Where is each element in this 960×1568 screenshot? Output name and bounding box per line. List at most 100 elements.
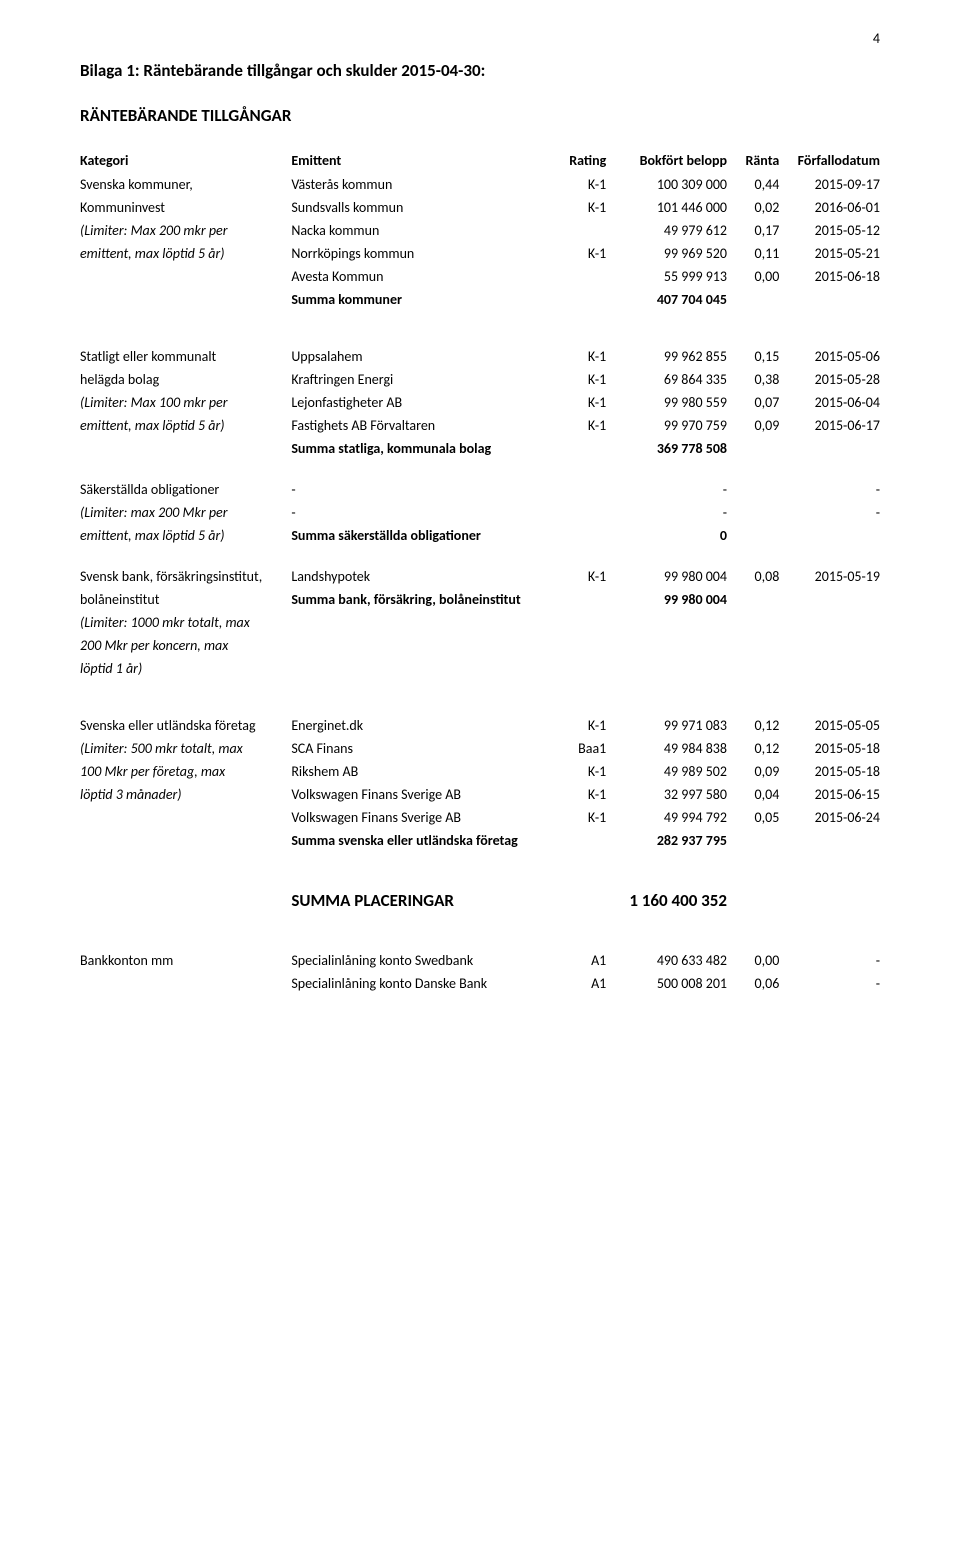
section-heading: RÄNTEBÄRANDE TILLGÅNGAR bbox=[80, 105, 880, 126]
datum-cell: - bbox=[779, 478, 880, 501]
emittent-cell: Volkswagen Finans Sverige AB bbox=[291, 806, 551, 829]
belopp-cell: 99 971 083 bbox=[606, 714, 727, 737]
ranta-cell: 0,06 bbox=[727, 972, 779, 995]
emittent-cell: Kraftringen Energi bbox=[291, 368, 551, 391]
cell bbox=[779, 524, 880, 547]
col-kategori: Kategori bbox=[80, 148, 291, 173]
emittent-cell: Energinet.dk bbox=[291, 714, 551, 737]
belopp-cell: 49 994 792 bbox=[606, 806, 727, 829]
belopp-cell: 49 979 612 bbox=[606, 219, 727, 242]
ranta-cell: 0,00 bbox=[727, 265, 779, 288]
table-row: Specialinlåning konto Danske BankA1500 0… bbox=[80, 972, 880, 995]
ranta-cell: 0,00 bbox=[727, 949, 779, 972]
datum-cell: 2015-09-17 bbox=[779, 173, 880, 196]
cell bbox=[551, 288, 606, 311]
table-row: 200 Mkr per koncern, max bbox=[80, 634, 880, 657]
empty-cell bbox=[727, 634, 779, 657]
kategori-cell bbox=[80, 829, 291, 852]
kategori-cell bbox=[80, 437, 291, 460]
datum-cell: 2015-05-28 bbox=[779, 368, 880, 391]
belopp-cell: 99 969 520 bbox=[606, 242, 727, 265]
empty-cell bbox=[779, 657, 880, 680]
col-belopp: Bokfört belopp bbox=[606, 148, 727, 173]
table-row: (Limiter: max 200 Mkr per--- bbox=[80, 501, 880, 524]
empty-cell bbox=[779, 611, 880, 634]
cell bbox=[727, 288, 779, 311]
emittent-cell: Uppsalahem bbox=[291, 345, 551, 368]
emittent-cell: Norrköpings kommun bbox=[291, 242, 551, 265]
emittent-cell: Sundsvalls kommun bbox=[291, 196, 551, 219]
kategori-cell: (Limiter: max 200 Mkr per bbox=[80, 501, 291, 524]
belopp-cell: 55 999 913 bbox=[606, 265, 727, 288]
emittent-cell: Specialinlåning konto Swedbank bbox=[291, 949, 551, 972]
kategori-cell: (Limiter: 1000 mkr totalt, max bbox=[80, 611, 291, 634]
table-row: Summa svenska eller utländska företag282… bbox=[80, 829, 880, 852]
datum-cell: 2015-06-24 bbox=[779, 806, 880, 829]
kategori-cell: Svensk bank, försäkringsinstitut, bbox=[80, 565, 291, 588]
belopp-cell: 99 962 855 bbox=[606, 345, 727, 368]
ranta-cell bbox=[727, 501, 779, 524]
rating-cell: K-1 bbox=[551, 414, 606, 437]
cell bbox=[551, 588, 606, 611]
empty-cell bbox=[551, 634, 606, 657]
col-datum: Förfallodatum bbox=[779, 148, 880, 173]
ranta-cell: 0,09 bbox=[727, 414, 779, 437]
emittent-cell: - bbox=[291, 501, 551, 524]
asset-table: Kategori Emittent Rating Bokfört belopp … bbox=[80, 148, 880, 995]
ranta-cell: 0,04 bbox=[727, 783, 779, 806]
col-rating: Rating bbox=[551, 148, 606, 173]
table-row: Svenska kommuner,Västerås kommunK-1100 3… bbox=[80, 173, 880, 196]
table-row: emittent, max löptid 5 år)Norrköpings ko… bbox=[80, 242, 880, 265]
cell bbox=[727, 437, 779, 460]
kategori-cell: helägda bolag bbox=[80, 368, 291, 391]
table-row: löptid 3 månader)Volkswagen Finans Sveri… bbox=[80, 783, 880, 806]
kategori-cell: emittent, max löptid 5 år) bbox=[80, 414, 291, 437]
ranta-cell: 0,15 bbox=[727, 345, 779, 368]
belopp-cell: 99 970 759 bbox=[606, 414, 727, 437]
kategori-cell: Säkerställda obligationer bbox=[80, 478, 291, 501]
page-title: Bilaga 1: Räntebärande tillgångar och sk… bbox=[80, 60, 880, 81]
kategori-cell: 100 Mkr per företag, max bbox=[80, 760, 291, 783]
ranta-cell: 0,11 bbox=[727, 242, 779, 265]
kategori-cell bbox=[80, 288, 291, 311]
empty-cell bbox=[551, 611, 606, 634]
belopp-cell: 32 997 580 bbox=[606, 783, 727, 806]
datum-cell: 2015-05-12 bbox=[779, 219, 880, 242]
kategori-cell: bolåneinstitut bbox=[80, 588, 291, 611]
empty-cell bbox=[606, 611, 727, 634]
cell bbox=[779, 437, 880, 460]
table-row: Volkswagen Finans Sverige ABK-149 994 79… bbox=[80, 806, 880, 829]
belopp-cell: 49 989 502 bbox=[606, 760, 727, 783]
datum-cell: 2015-06-18 bbox=[779, 265, 880, 288]
kategori-cell: Svenska eller utländska företag bbox=[80, 714, 291, 737]
rating-cell: K-1 bbox=[551, 760, 606, 783]
kategori-cell: (Limiter: Max 200 mkr per bbox=[80, 219, 291, 242]
summa-value: 0 bbox=[606, 524, 727, 547]
table-row: (Limiter: 500 mkr totalt, maxSCA FinansB… bbox=[80, 737, 880, 760]
table-row: emittent, max löptid 5 år)Summa säkerstä… bbox=[80, 524, 880, 547]
rating-cell: K-1 bbox=[551, 345, 606, 368]
rating-cell: K-1 bbox=[551, 565, 606, 588]
datum-cell: 2015-05-06 bbox=[779, 345, 880, 368]
rating-cell: A1 bbox=[551, 949, 606, 972]
kategori-cell bbox=[80, 806, 291, 829]
datum-cell: - bbox=[779, 949, 880, 972]
cell bbox=[779, 829, 880, 852]
empty-cell bbox=[291, 634, 551, 657]
rating-cell bbox=[551, 265, 606, 288]
table-row: (Limiter: Max 200 mkr perNacka kommun49 … bbox=[80, 219, 880, 242]
table-row: Säkerställda obligationer--- bbox=[80, 478, 880, 501]
table-row: Svensk bank, försäkringsinstitut,Landshy… bbox=[80, 565, 880, 588]
kategori-cell bbox=[80, 972, 291, 995]
summa-value: 99 980 004 bbox=[606, 588, 727, 611]
ranta-cell: 0,17 bbox=[727, 219, 779, 242]
datum-cell: 2016-06-01 bbox=[779, 196, 880, 219]
belopp-cell: 490 633 482 bbox=[606, 949, 727, 972]
ranta-cell: 0,07 bbox=[727, 391, 779, 414]
cell bbox=[551, 524, 606, 547]
summa-value: 407 704 045 bbox=[606, 288, 727, 311]
datum-cell: 2015-05-19 bbox=[779, 565, 880, 588]
belopp-cell: 99 980 559 bbox=[606, 391, 727, 414]
table-header-row: Kategori Emittent Rating Bokfört belopp … bbox=[80, 148, 880, 173]
table-row: Svenska eller utländska företagEnerginet… bbox=[80, 714, 880, 737]
